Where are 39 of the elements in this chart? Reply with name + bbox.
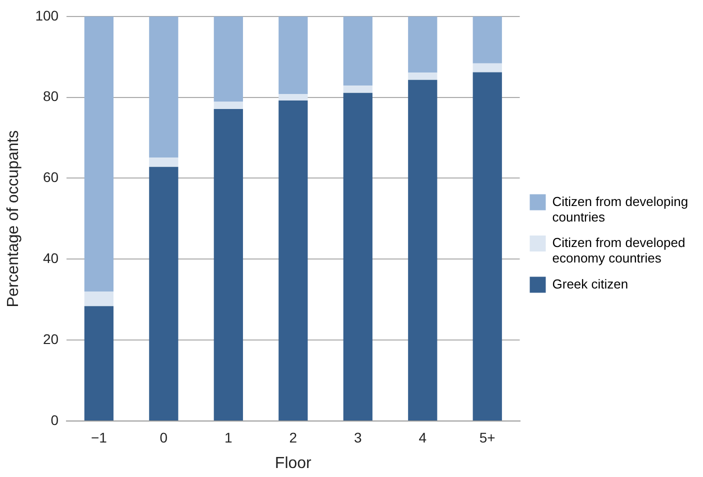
bar [214,109,243,420]
y-axis-title: Percentage of occupants [5,130,22,308]
x-axis-title: Floor [274,454,312,472]
y-tick-label: 80 [42,88,59,104]
y-tick-label: 20 [42,330,59,347]
bar [278,100,308,420]
bar [343,86,372,93]
bar [84,292,114,306]
x-tick-label: 0 [160,429,168,446]
bar [84,306,114,420]
bar [149,158,178,167]
y-tick-label: 40 [42,250,59,266]
bar [343,16,372,86]
bar [343,92,372,420]
x-tick-label: −1 [90,429,108,446]
bar [472,16,502,64]
bar [149,16,178,158]
legend-label: Citizen from developed economy countries [552,235,686,266]
bar [472,72,502,420]
legend-label: Citizen from developing countries [552,194,688,224]
bar [84,16,114,292]
bar [408,16,438,73]
bar [214,16,243,102]
bar [278,94,308,101]
x-tick-label: 1 [224,429,233,446]
y-tick-label: 60 [42,169,59,186]
bar [149,166,178,420]
bar [472,63,502,72]
x-tick-label: 4 [418,429,427,446]
x-tick-label: 5+ [479,429,496,446]
x-tick-label: 2 [289,429,298,446]
y-tick-label: 100 [35,7,59,24]
bar [408,80,438,420]
bar [278,16,308,94]
legend-label: Greek citizen [552,276,628,292]
y-tick-label: 0 [50,412,59,428]
bar [408,72,438,80]
x-tick-label: 3 [354,429,362,446]
bar [214,102,243,110]
